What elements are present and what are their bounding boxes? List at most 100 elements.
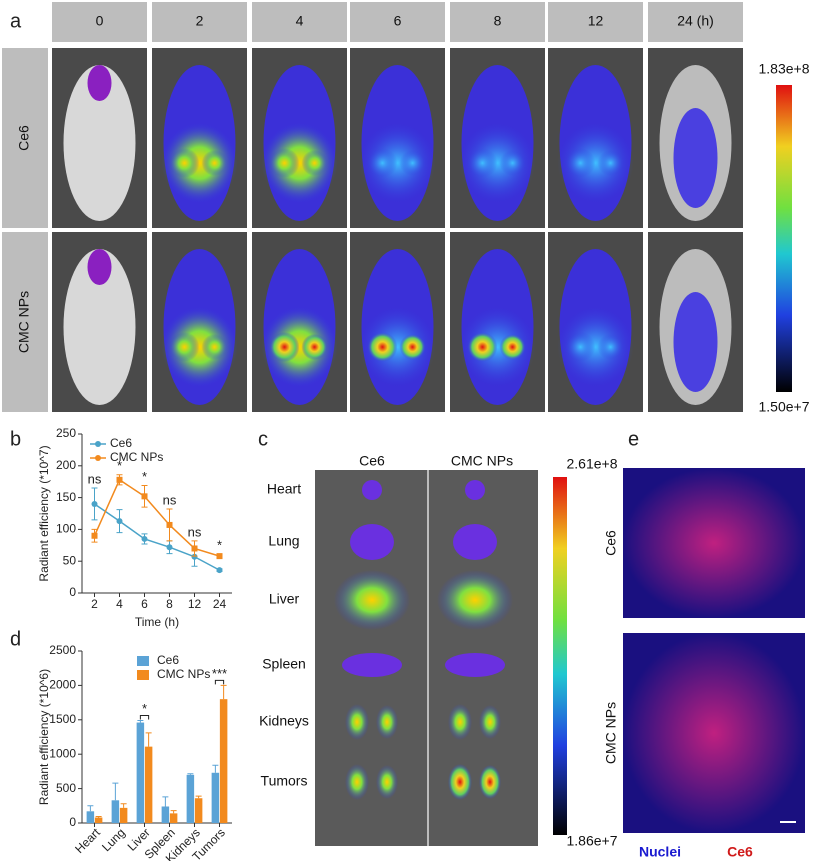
y-axis-title: Radiant efficiency (*10^6) xyxy=(37,669,51,805)
marker xyxy=(166,521,173,528)
signal xyxy=(269,332,300,362)
organ-label: Lung xyxy=(268,533,299,549)
annotation: *** xyxy=(212,666,227,681)
y-axis-title: Radiant efficiency (*10^7) xyxy=(37,445,51,581)
panel-label: d xyxy=(10,628,21,650)
bar xyxy=(111,800,120,823)
marker xyxy=(216,567,223,574)
header-box xyxy=(350,2,445,42)
organ xyxy=(376,705,398,739)
x-tick-label: 4 xyxy=(116,597,123,611)
annotation: ns xyxy=(163,492,177,507)
signal xyxy=(565,148,596,178)
column-label: CMC NPs xyxy=(451,453,513,469)
legend-label: CMC NPs xyxy=(110,450,163,464)
marker xyxy=(166,544,173,551)
row-box xyxy=(2,48,48,228)
panel-label: e xyxy=(628,428,639,450)
panel-label: c xyxy=(258,428,268,450)
mouse-body xyxy=(63,65,136,221)
y-tick-label: 1000 xyxy=(49,746,76,760)
organ xyxy=(479,705,501,739)
signal xyxy=(87,65,112,101)
organ-label: Liver xyxy=(269,591,300,607)
error-bar xyxy=(137,719,144,723)
row-label: CMC NPs xyxy=(16,291,32,353)
header-box xyxy=(648,2,743,42)
organ xyxy=(350,524,394,560)
error-bar xyxy=(87,805,94,812)
marker xyxy=(141,493,148,500)
marker xyxy=(91,532,98,539)
x-axis-title: Time (h) xyxy=(135,615,179,629)
colorbar-max: 2.61e+8 xyxy=(567,456,618,472)
x-tick-label: 8 xyxy=(166,597,173,611)
organ-label: Kidneys xyxy=(259,713,309,729)
error-bar xyxy=(120,803,127,808)
signal xyxy=(301,150,328,176)
signal xyxy=(201,150,228,176)
bar xyxy=(211,772,220,823)
annotation: ns xyxy=(88,471,102,486)
x-tick-label: 2 xyxy=(91,597,98,611)
time-label: 8 xyxy=(494,13,502,29)
header-box xyxy=(252,2,347,42)
signal xyxy=(673,108,718,208)
signal xyxy=(169,332,200,362)
marker xyxy=(191,553,198,560)
bar xyxy=(169,813,178,823)
signal xyxy=(269,148,300,178)
organ xyxy=(479,765,501,799)
legend-label: Ce6 xyxy=(727,844,753,860)
bar xyxy=(144,746,153,823)
line xyxy=(93,478,220,557)
signal xyxy=(399,334,426,360)
bar xyxy=(219,699,228,823)
time-label: 0 xyxy=(96,13,104,29)
signal xyxy=(597,334,624,360)
signal xyxy=(499,150,526,176)
bar xyxy=(136,722,145,823)
organ xyxy=(445,653,505,677)
header-box xyxy=(450,2,545,42)
signal xyxy=(673,292,718,392)
signal xyxy=(499,334,526,360)
y-tick-label: 0 xyxy=(69,585,76,599)
x-tick-label: 24 xyxy=(213,597,227,611)
organ xyxy=(376,765,398,799)
y-tick-label: 150 xyxy=(56,490,76,504)
organ xyxy=(334,570,410,630)
error-bar xyxy=(112,782,119,801)
y-tick-label: 100 xyxy=(56,522,76,536)
organ xyxy=(453,524,497,560)
organ xyxy=(437,570,513,630)
signal xyxy=(399,150,426,176)
organ xyxy=(345,704,369,740)
time-label: 6 xyxy=(394,13,402,29)
tissue-image xyxy=(623,633,805,833)
organ xyxy=(342,653,402,677)
marker xyxy=(91,500,98,507)
panel-label: b xyxy=(10,428,21,450)
x-tick-label: 6 xyxy=(141,597,148,611)
y-tick-label: 2000 xyxy=(49,678,76,692)
marker xyxy=(116,476,123,483)
y-tick-label: 1500 xyxy=(49,712,76,726)
header-box xyxy=(548,2,643,42)
legend-label: Ce6 xyxy=(110,436,132,450)
bar xyxy=(194,798,203,823)
error-bar xyxy=(212,764,219,773)
signal xyxy=(565,332,596,362)
header-box xyxy=(152,2,247,42)
panel-label: a xyxy=(10,10,22,32)
error-bar xyxy=(170,810,177,814)
colorbar xyxy=(553,477,567,835)
error-bar xyxy=(187,773,194,775)
colorbar-min: 1.86e+7 xyxy=(567,833,618,849)
marker xyxy=(141,535,148,542)
colorbar-max: 1.83e+8 xyxy=(759,61,810,77)
x-tick-label: Lung xyxy=(99,825,128,854)
error-bar xyxy=(195,795,202,799)
marker xyxy=(216,553,223,560)
